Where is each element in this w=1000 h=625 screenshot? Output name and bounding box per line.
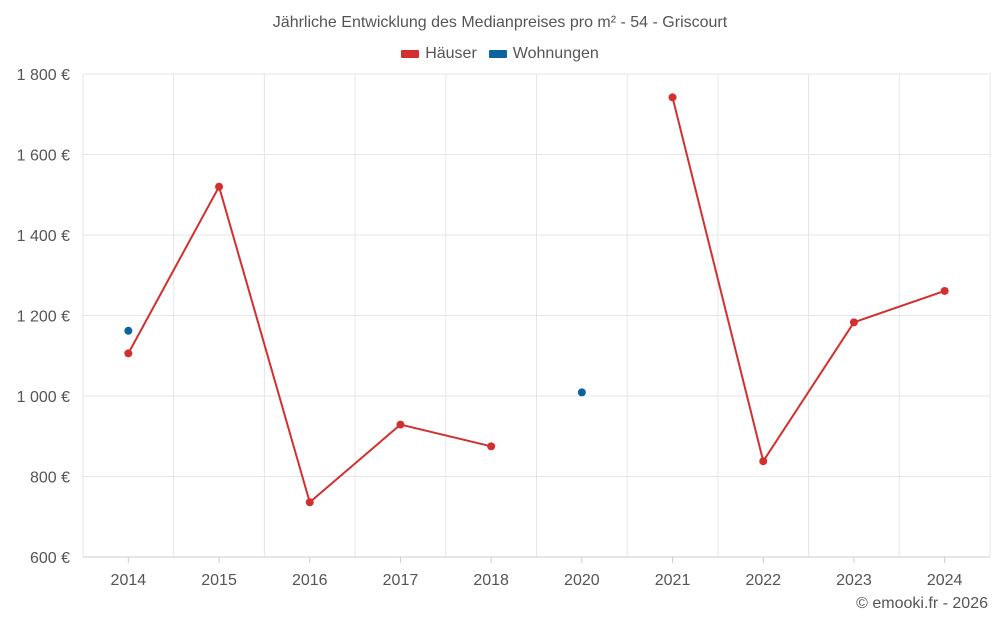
series-line-segment: [127, 185, 221, 355]
data-point: [215, 182, 224, 191]
x-tick-label: 2018: [473, 572, 509, 589]
legend: Häuser Wohnungen: [0, 45, 1000, 63]
y-tick-label: 1 400 €: [17, 228, 70, 245]
series-line-segment: [218, 185, 311, 504]
credit: © emooki.fr - 2026: [856, 595, 988, 612]
data-point: [305, 498, 314, 507]
y-tick-label: 1 600 €: [17, 148, 70, 165]
y-tick-label: 1 200 €: [17, 309, 70, 326]
x-tick-label: 2022: [745, 572, 781, 589]
x-tick-label: 2014: [111, 572, 147, 589]
x-tick-label: 2023: [836, 572, 872, 589]
axis-layer: 600 € 800 € 1 000 € 1 200 € 1 400 € 1 600 € 1 …: [17, 67, 990, 589]
data-point: [940, 286, 949, 295]
data-point: [759, 457, 768, 466]
data-point: [668, 93, 677, 102]
data-point: [124, 326, 133, 335]
chart-title: Jährliche Entwicklung des Medianpreises …: [272, 14, 728, 31]
data-point: [124, 349, 133, 358]
legend-label-wohnungen: Wohnungen: [512, 45, 599, 62]
series-line-segment: [852, 289, 946, 324]
y-tick-label: 800 €: [30, 470, 70, 487]
legend-item-haeuser[interactable]: Häuser: [401, 45, 477, 63]
x-tick-label: 2017: [383, 572, 419, 589]
x-tick-label: 2016: [292, 572, 328, 589]
y-tick-label: 1 800 €: [17, 67, 70, 84]
series-line-segment: [308, 423, 402, 504]
x-tick-label: 2015: [201, 572, 237, 589]
legend-swatch-wohnungen: [488, 50, 507, 58]
legend-swatch-haeuser: [401, 50, 420, 58]
y-tick-label: 1 000 €: [17, 389, 70, 406]
x-tick-label: 2021: [655, 572, 691, 589]
legend-item-wohnungen[interactable]: Wohnungen: [488, 45, 599, 63]
legend-label-haeuser: Häuser: [425, 45, 477, 62]
x-tick-label: 2020: [564, 572, 600, 589]
data-point: [849, 318, 858, 327]
grid-layer: [82, 73, 991, 558]
series-line-segment: [762, 321, 855, 463]
y-tick-label: 600 €: [30, 550, 70, 567]
series-line-segment: [399, 423, 493, 448]
data-point: [396, 420, 405, 429]
data-point: [577, 388, 586, 397]
x-tick-label: 2024: [927, 572, 963, 589]
series-layer: [124, 93, 949, 507]
data-point: [487, 442, 496, 451]
series-line-segment: [671, 96, 765, 463]
